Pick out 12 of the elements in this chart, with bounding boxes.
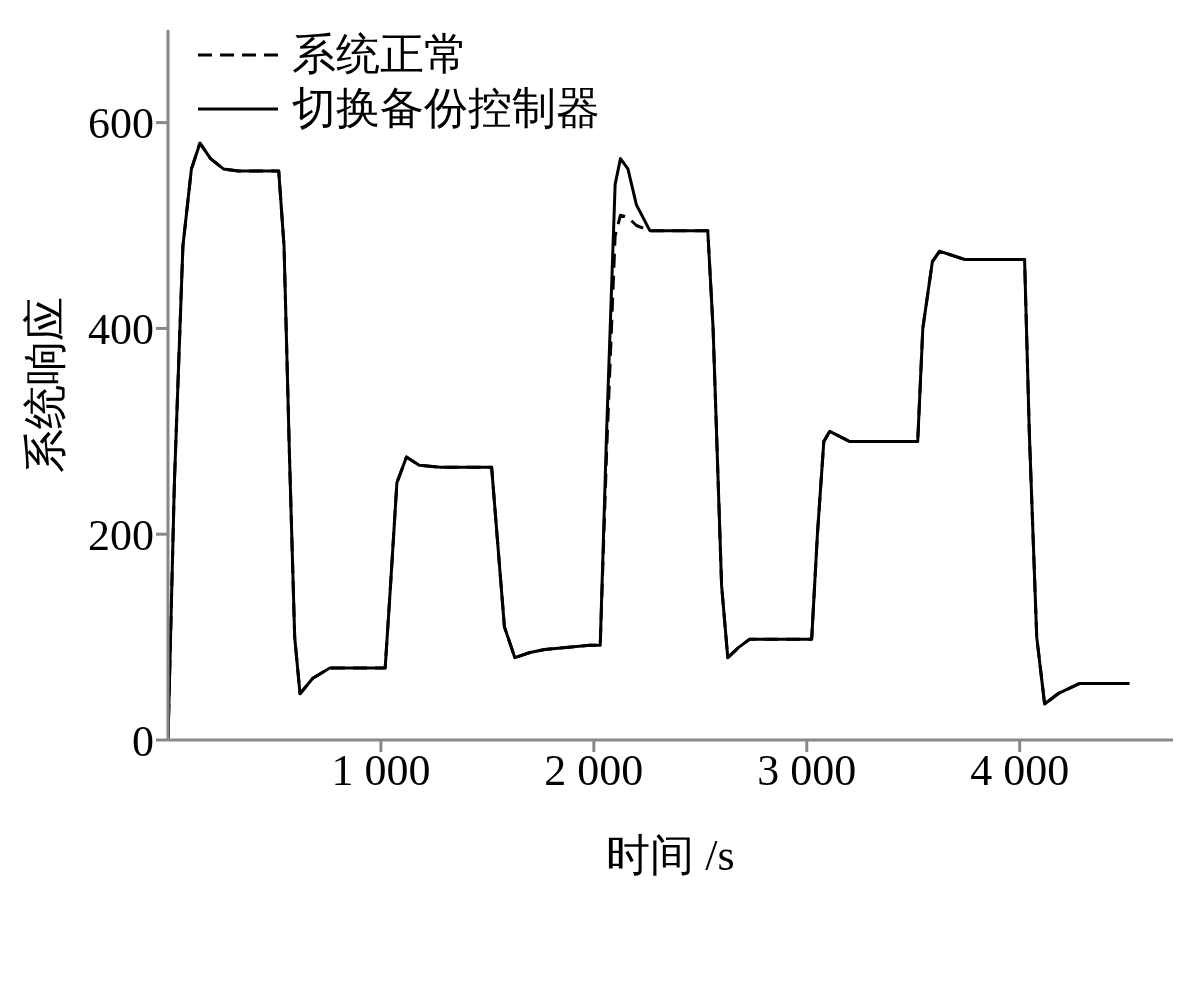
y-tick-label: 200 [88, 510, 154, 560]
legend-label: 切换备份控制器 [292, 83, 600, 135]
legend-label: 系统正常 [292, 29, 468, 81]
x-tick-label: 3 000 [757, 746, 857, 796]
x-axis-title: 时间 /s [606, 831, 735, 880]
x-tick-label: 2 000 [544, 746, 644, 796]
y-tick-label: 0 [132, 716, 154, 766]
x-tick-label: 1 000 [331, 746, 431, 796]
y-axis-title: 系统响应 [20, 297, 70, 473]
y-tick-label: 600 [88, 99, 154, 149]
x-tick-label: 4 000 [970, 746, 1070, 796]
y-tick-label: 400 [88, 305, 154, 355]
